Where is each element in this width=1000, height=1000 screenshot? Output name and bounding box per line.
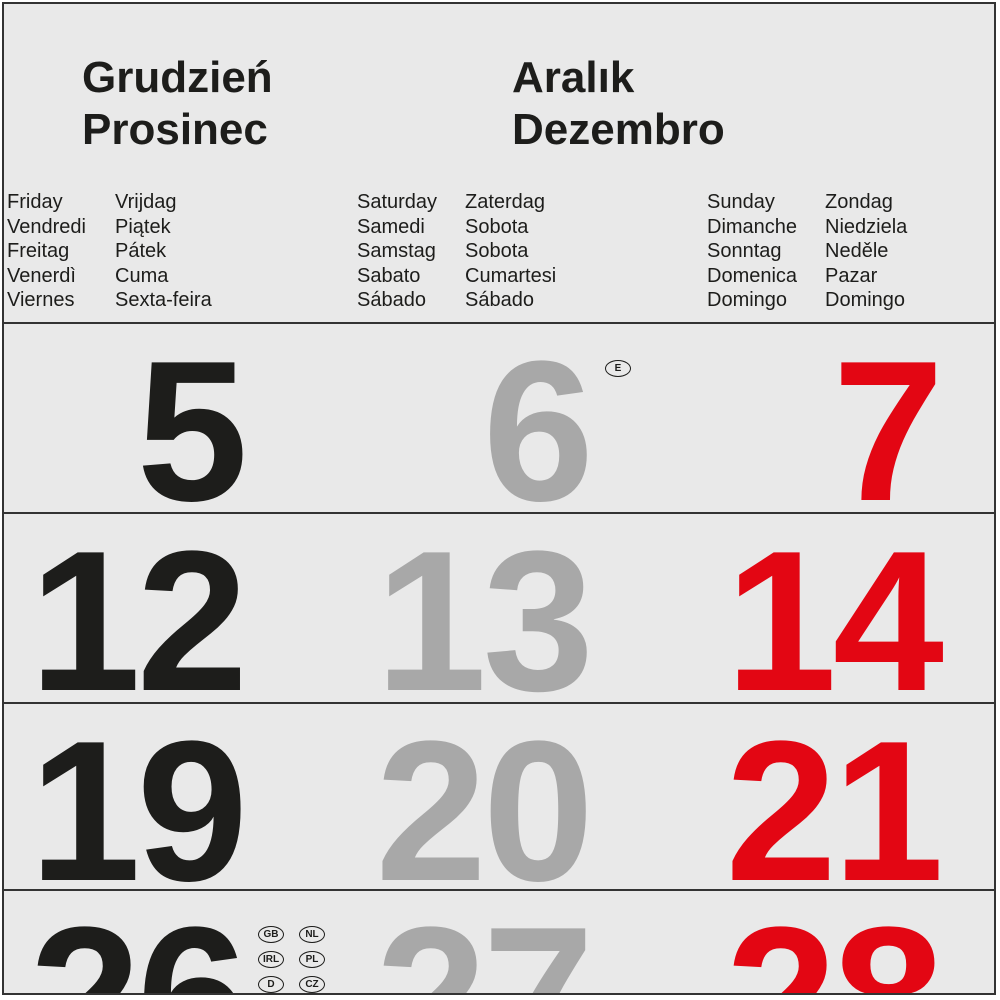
weekday-name: Vendredi <box>7 215 86 238</box>
weekday-name: Pátek <box>115 240 167 262</box>
weekday-name: Freitag <box>7 240 70 262</box>
weekday-name: Venerdì <box>7 264 76 287</box>
holiday-badge: NL <box>299 926 325 943</box>
weekday-name: Sunday <box>707 191 775 213</box>
holiday-badge: E <box>605 360 631 377</box>
weekday-name: Domingo <box>825 289 906 311</box>
weekday-name: Cumartesi <box>465 264 557 287</box>
weekday-name: Sobota <box>465 215 529 238</box>
weekday-name: Sobota <box>465 240 529 262</box>
day-number[interactable]: 12 <box>29 510 248 733</box>
weekday-name: Piątek <box>115 215 171 238</box>
saturday-names-b: Zaterdag Sobota Sobota Cumartesi Sábado <box>465 190 556 313</box>
month-name: Grudzień <box>82 53 273 102</box>
day-number[interactable]: 6 <box>482 320 594 543</box>
divider <box>4 889 994 891</box>
divider <box>4 512 994 514</box>
weekday-name: Saturday <box>357 191 438 213</box>
day-number[interactable]: 21 <box>725 700 944 923</box>
weekday-name: Zondag <box>825 191 893 213</box>
holiday-badge: GB <box>258 926 284 943</box>
day-number[interactable]: 7 <box>832 320 944 543</box>
holiday-badge: CZ <box>299 976 325 993</box>
day-number[interactable]: 14 <box>725 510 944 733</box>
month-name: Dezembro <box>512 105 725 154</box>
holiday-badge: PL <box>299 951 325 968</box>
weekday-name: Sábado <box>465 289 534 311</box>
month-title-right: Aralık Dezembro <box>512 52 725 156</box>
weekday-name: Samedi <box>357 215 425 238</box>
weekday-name: Samstag <box>357 240 436 262</box>
day-number[interactable]: 13 <box>375 510 594 733</box>
weekday-name: Neděle <box>825 240 889 262</box>
weekday-name: Zaterdag <box>465 191 546 213</box>
month-name: Aralık <box>512 53 635 102</box>
weekday-name: Dimanche <box>707 215 798 238</box>
day-number[interactable]: 5 <box>136 320 248 543</box>
weekday-name: Pazar <box>825 264 878 287</box>
month-title-left: Grudzień Prosinec <box>82 52 273 156</box>
saturday-names-a: Saturday Samedi Samstag Sabato Sábado <box>357 190 437 313</box>
sunday-names-b: Zondag Niedziela Neděle Pazar Domingo <box>825 190 907 313</box>
holiday-badge: IRL <box>258 951 284 968</box>
day-number[interactable]: 20 <box>375 700 594 923</box>
weekday-name: Sexta-feira <box>115 289 212 311</box>
weekday-name: Sábado <box>357 289 426 311</box>
divider <box>4 322 994 324</box>
holiday-badge: D <box>258 976 284 993</box>
divider <box>4 702 994 704</box>
weekday-name: Sabato <box>357 264 421 287</box>
weekday-name: Friday <box>7 191 63 213</box>
weekday-name: Viernes <box>7 289 75 311</box>
month-name: Prosinec <box>82 105 268 154</box>
weekday-name: Niedziela <box>825 215 908 238</box>
weekday-name: Vrijdag <box>115 191 177 213</box>
weekday-name: Domingo <box>707 289 788 311</box>
friday-names-a: Friday Vendredi Freitag Venerdì Viernes <box>7 190 86 313</box>
weekday-name: Domenica <box>707 264 798 287</box>
weekday-name: Sonntag <box>707 240 782 262</box>
day-number[interactable]: 19 <box>29 700 248 923</box>
weekday-name: Cuma <box>115 264 169 287</box>
friday-names-b: Vrijdag Piątek Pátek Cuma Sexta-feira <box>115 190 212 313</box>
sunday-names-a: Sunday Dimanche Sonntag Domenica Domingo <box>707 190 797 313</box>
